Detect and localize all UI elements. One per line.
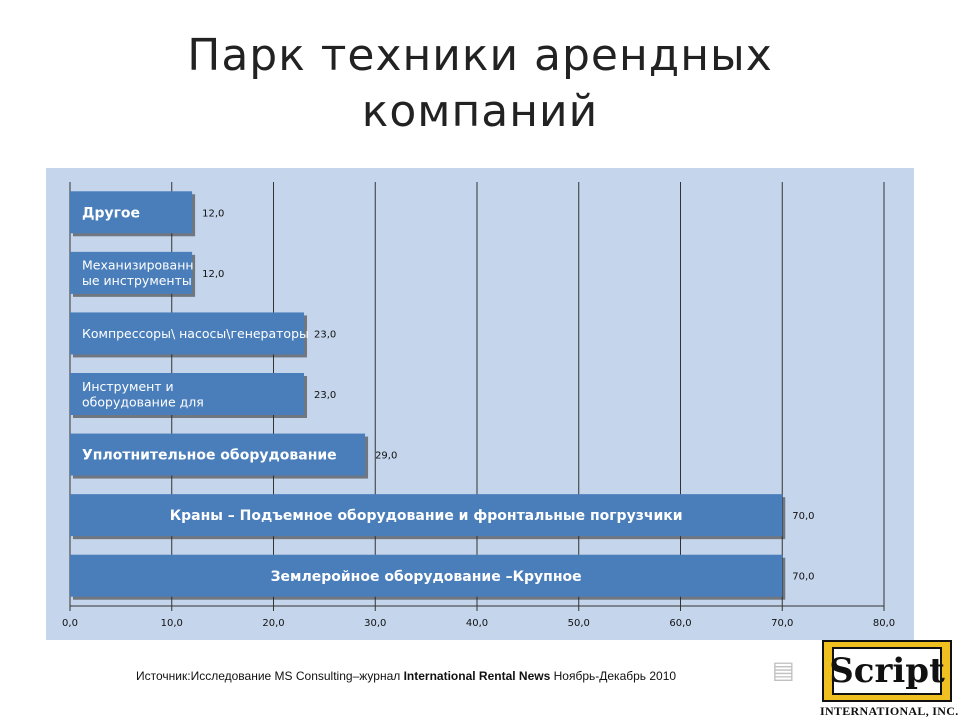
x-tick-label: 30,0 [364,618,386,629]
x-tick-label: 10,0 [161,618,183,629]
bar [70,251,193,294]
bar-chart: Другое 12,0 Механизированн ые инструменты 12… [46,168,914,640]
bar-value-label: 12,0 [202,269,224,280]
bar-group: Другое 12,0 [70,191,224,237]
bar-category-label: Механизированн [82,258,194,273]
x-tick-label: 60,0 [669,618,691,629]
bar-category-label: Другое [82,205,140,221]
bar [70,494,783,537]
bar-category-label: Инструмент и [82,379,174,394]
company-logo: Script INTERNATIONAL, INC. [820,640,959,720]
logo-subtext: INTERNATIONAL, INC. [820,704,959,718]
source-prefix: Источник:Исследование MS Consulting–журн… [136,669,404,683]
x-axis: 0,0 10,0 20,0 30,0 40,0 50,0 60,0 70,0 80,0 [62,605,895,629]
bar-category-label: Уплотнительное оборудование [82,448,337,464]
bar-value-label: 23,0 [314,390,336,401]
bar-category-label: оборудование для [82,394,204,409]
bar-group: Землеройное оборудование –Крупное 70,0 [70,554,815,600]
x-tick-label: 80,0 [873,618,895,629]
x-tick-label: 50,0 [568,618,590,629]
bar-value-label: 70,0 [792,572,814,583]
logo-frame: Script [822,640,952,702]
title-line-2: компаний [361,86,599,137]
bar-category-label: ые инструменты [82,273,192,288]
slide-title: Парк техники арендных компаний [80,28,880,140]
watermark-icon: ▤ [772,657,795,684]
logo-wordmark: Script [829,647,945,695]
source-date: Ноябрь-Декабрь 2010 [550,669,677,683]
x-tick-label: 0,0 [62,618,78,629]
bar-value-label: 70,0 [792,511,814,522]
bar-group: Компрессоры\ насосы\генераторы 23,0 [70,312,336,358]
bar [70,312,305,355]
bar-category-label: Землеройное оборудование –Крупное [271,569,582,585]
bar-value-label: 12,0 [202,208,224,219]
source-note: Источник:Исследование MS Consulting–журн… [136,669,776,687]
bar-group: Уплотнительное оборудование 29,0 [70,433,397,479]
title-line-1: Парк техники арендных [187,30,773,81]
bar [70,433,366,476]
bar [70,191,193,234]
x-tick-label: 20,0 [262,618,284,629]
bar-group: Краны – Подъемное оборудование и фронтал… [70,494,815,540]
bar-value-label: 23,0 [314,329,336,340]
bar [70,373,305,415]
bar [70,554,783,597]
bar-category-label: Краны – Подъемное оборудование и фронтал… [170,508,683,524]
x-tick-label: 70,0 [771,618,793,629]
bar-value-label: 29,0 [375,451,397,462]
source-journal: International Rental News [403,669,551,683]
bar-category-label: Компрессоры\ насосы\генераторы [82,326,309,341]
x-tick-label: 40,0 [466,618,488,629]
